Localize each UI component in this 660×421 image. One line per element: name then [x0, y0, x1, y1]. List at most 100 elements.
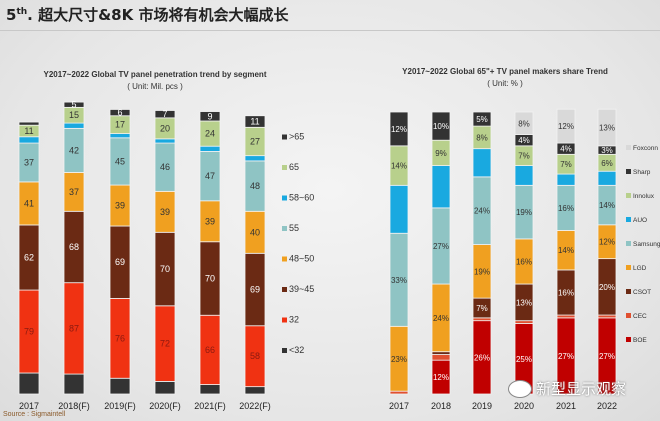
left-bar-segment-<32	[109, 377, 131, 395]
left-data-label: 27	[250, 136, 260, 146]
left-data-label: 9	[207, 111, 212, 121]
right-x-tick-label: 2022	[597, 401, 617, 411]
right-data-label: 4%	[518, 136, 530, 145]
right-data-label: 14%	[558, 246, 574, 255]
title-number: 5	[6, 6, 17, 24]
right-legend-swatch	[626, 289, 631, 294]
right-data-label: 33%	[391, 276, 407, 285]
left-bar-segment->65	[18, 121, 40, 126]
right-data-label: 24%	[474, 207, 490, 216]
right-bar-segment-AUO	[597, 170, 617, 186]
left-legend-label: 58~60	[289, 193, 314, 203]
right-data-label: 16%	[558, 288, 574, 297]
left-bar-segment-58~60	[63, 122, 85, 129]
right-legend-swatch	[626, 145, 631, 150]
left-legend-label: 39~45	[289, 284, 314, 294]
title-text: . 超大尺寸&8K 市场将有机会大幅成长	[27, 6, 289, 24]
right-legend-label: Foxconn	[633, 145, 658, 152]
right-x-tick-label: 2019	[472, 401, 492, 411]
right-data-label: 27%	[599, 352, 615, 361]
right-bar-segment-CEC	[597, 314, 617, 319]
right-bar-segment-CEC	[472, 317, 492, 322]
right-chart-title: Y2017~2022 Global 65"+ TV panel makers s…	[402, 67, 608, 76]
source-note: Source : Sigmaintell	[3, 411, 66, 418]
right-data-label: 24%	[433, 314, 449, 323]
right-legend-label: AUO	[633, 217, 647, 224]
left-data-label: 24	[205, 129, 215, 139]
left-data-label: 76	[115, 333, 125, 343]
right-data-label: 26%	[474, 353, 490, 362]
right-bar-segment-AUO	[389, 184, 409, 234]
right-data-label: 14%	[391, 162, 407, 171]
left-data-label: 39	[160, 207, 170, 217]
left-data-label: 79	[24, 327, 34, 337]
right-bar-segment-Foxconn	[597, 108, 617, 147]
left-data-label: 70	[205, 274, 215, 284]
left-legend-label: >65	[289, 132, 304, 142]
right-data-label: 5%	[476, 115, 488, 124]
left-data-label: 39	[115, 201, 125, 211]
right-legend-swatch	[626, 193, 631, 198]
left-data-label: 37	[24, 157, 34, 167]
left-x-tick-label: 2019(F)	[104, 401, 136, 411]
left-bar-segment-58~60	[109, 133, 131, 139]
left-bar-segment-58~60	[199, 145, 221, 152]
right-legend-swatch	[626, 313, 631, 318]
left-data-label: 72	[160, 339, 170, 349]
right-bar-segment-CEC	[514, 320, 534, 324]
left-x-tick-label: 2017	[19, 401, 39, 411]
left-data-label: 11	[250, 117, 259, 127]
right-data-label: 4%	[560, 145, 572, 154]
right-data-label: 6%	[601, 159, 613, 168]
left-data-label: 70	[160, 264, 170, 274]
left-data-label: 37	[69, 187, 79, 197]
right-data-label: 10%	[433, 122, 449, 131]
right-data-label: 9%	[435, 149, 447, 158]
right-data-label: 19%	[516, 208, 532, 217]
left-legend-label: 32	[289, 315, 299, 325]
watermark-text: 新型显示观察	[536, 380, 627, 398]
right-data-label: 19%	[474, 267, 490, 276]
title-sup: th	[16, 7, 28, 17]
left-chart-unit: ( Unit: Mil. pcs )	[127, 82, 183, 91]
left-data-label: 45	[115, 156, 125, 166]
left-bar-segment-<32	[18, 372, 40, 395]
left-bar-segment-<32	[63, 373, 85, 395]
right-data-label: 13%	[516, 298, 532, 307]
left-bar-segment-58~60	[244, 155, 266, 162]
left-x-tick-label: 2022(F)	[239, 401, 271, 411]
left-data-label: 47	[205, 171, 215, 181]
left-x-tick-label: 2018(F)	[58, 401, 90, 411]
right-bar-segment-AUO	[472, 148, 492, 178]
right-data-label: 12%	[433, 373, 449, 382]
left-legend-swatch	[282, 256, 287, 262]
left-x-tick-label: 2021(F)	[194, 401, 226, 411]
right-data-label: 8%	[476, 133, 488, 142]
right-data-label: 7%	[476, 304, 488, 313]
left-bar-segment->65	[63, 101, 85, 108]
right-data-label: 16%	[558, 204, 574, 213]
left-legend-label: 48~50	[289, 254, 314, 264]
wechat-icon	[508, 379, 532, 398]
right-data-label: 7%	[560, 160, 572, 169]
right-data-label: 16%	[516, 257, 532, 266]
left-legend-swatch	[282, 287, 287, 292]
right-bar-segment-Sharp	[389, 111, 409, 147]
left-legend-label: 55	[289, 223, 299, 233]
right-data-label: 12%	[391, 125, 407, 134]
right-data-label: 20%	[599, 283, 615, 292]
right-bar-segment-AUO	[556, 173, 576, 186]
right-legend-label: Innolux	[633, 193, 655, 200]
left-data-label: 41	[24, 198, 34, 208]
right-data-label: 25%	[516, 355, 532, 364]
right-data-label: 7%	[518, 152, 530, 161]
right-bar-segment-CEC	[431, 354, 451, 361]
right-bar-segment-CEC	[389, 390, 409, 395]
right-bar-segment-AUO	[431, 165, 451, 209]
left-bar-segment-<32	[199, 384, 221, 395]
left-chart-title: Y2017~2022 Global TV panel penetration t…	[43, 70, 267, 79]
right-legend-label: Samsung	[633, 241, 660, 248]
right-bar-segment-Sharp	[472, 111, 492, 127]
left-legend-swatch	[282, 317, 287, 323]
